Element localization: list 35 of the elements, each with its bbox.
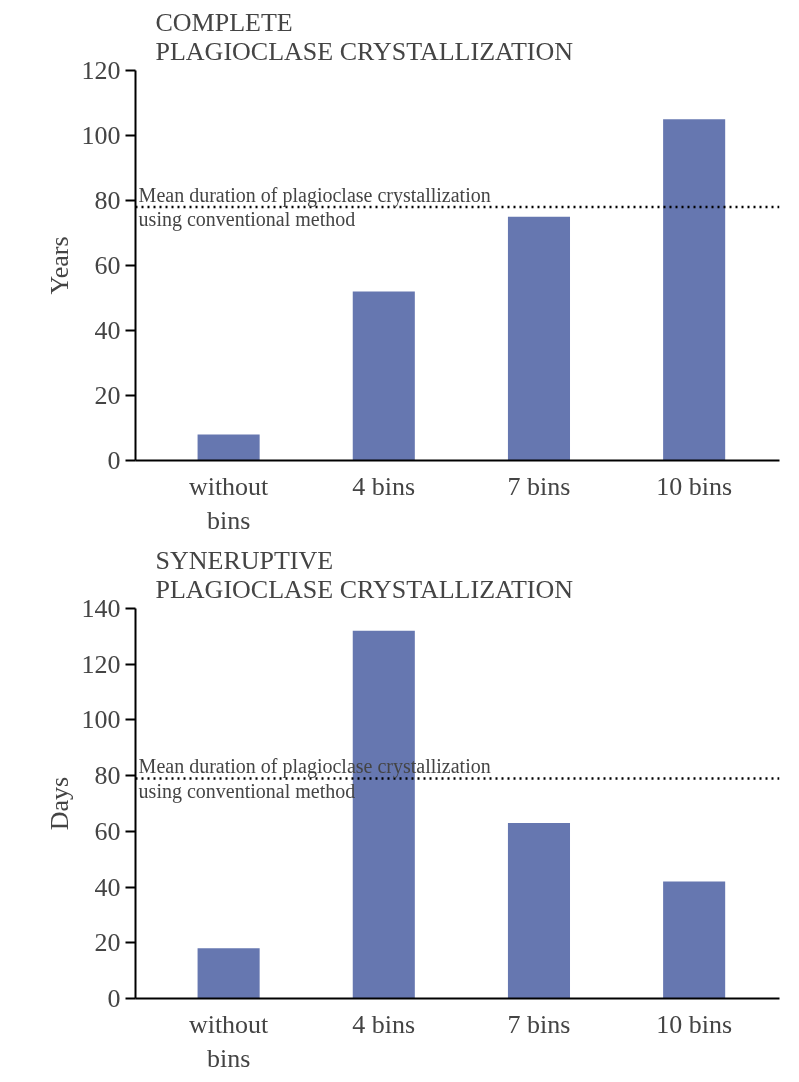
bar (663, 119, 726, 461)
y-tick-label: 120 (81, 649, 121, 679)
x-tick-label: without bins (188, 471, 270, 536)
y-axis-title: Years (44, 236, 74, 295)
bar (352, 291, 415, 461)
ref-line-label: Mean duration of plagioclase crystallization using conventional method (138, 183, 491, 232)
y-tick-label: 100 (81, 121, 121, 150)
y-tick-label: 0 (107, 446, 121, 475)
y-axis-title: Days (44, 776, 74, 831)
bar (197, 434, 260, 461)
y-tick-label: 20 (94, 381, 121, 410)
y-tick-label: 0 (107, 984, 121, 1013)
y-tick-label: 80 (94, 186, 121, 215)
y-tick-label: 60 (94, 251, 121, 280)
bar (507, 216, 571, 461)
y-tick-label: 80 (94, 761, 121, 791)
bar (507, 823, 571, 999)
y-tick-label: 40 (94, 872, 121, 902)
y-tick-label: 100 (81, 705, 121, 735)
x-tick-label: without bins (188, 1009, 270, 1074)
x-tick-label: 10 bins (656, 1009, 733, 1039)
chart-title: SYNERUPTIVE PLAGIOCLASE CRYSTALLIZATION (155, 545, 574, 604)
y-tick-label: 20 (94, 928, 121, 958)
bar (197, 948, 260, 999)
y-tick-label: 120 (81, 56, 121, 85)
x-tick-label: 4 bins (352, 1009, 416, 1039)
y-tick-label: 40 (94, 316, 121, 345)
y-tick-label: 60 (94, 816, 121, 846)
x-tick-label: 4 bins (352, 471, 416, 501)
chart-title: COMPLETE PLAGIOCLASE CRYSTALLIZATION (155, 7, 574, 66)
x-tick-label: 7 bins (507, 1009, 571, 1039)
x-tick-label: 7 bins (507, 471, 571, 501)
y-tick-label: 140 (81, 594, 121, 623)
bar (663, 881, 726, 999)
x-tick-label: 10 bins (656, 471, 733, 501)
